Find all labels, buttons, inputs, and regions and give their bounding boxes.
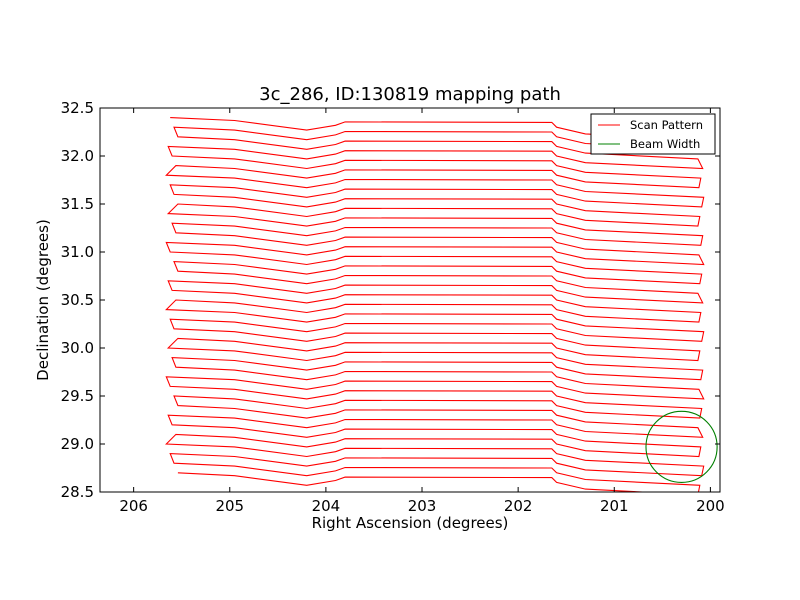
x-tick-label: 205	[215, 497, 244, 515]
scan-pattern-series	[165, 117, 705, 492]
y-axis: 28.5 29.0 29.5 30.0 30.5 31.0 31.5 32.0 32.5	[61, 99, 720, 501]
beam-width-circle	[645, 410, 718, 483]
y-tick-label: 30.5	[61, 291, 94, 309]
plot-frame	[99, 107, 721, 493]
x-tick-label: 203	[408, 497, 437, 515]
x-tick-label: 202	[504, 497, 533, 515]
x-axis-label: Right Ascension (degrees)	[312, 514, 509, 532]
y-tick-label: 29.5	[61, 387, 94, 405]
y-tick-label: 29.0	[61, 435, 94, 453]
x-tick-label: 201	[600, 497, 629, 515]
x-tick-label: 204	[312, 497, 341, 515]
legend-box	[590, 113, 716, 155]
scan-pattern-path	[165, 117, 705, 492]
plot-area	[165, 117, 718, 492]
beam-width-series	[645, 410, 718, 483]
y-axis-label: Declination (degrees)	[34, 219, 52, 381]
legend-label-scan-pattern: Scan Pattern	[630, 118, 703, 132]
chart-title: 3c_286, ID:130819 mapping path	[259, 84, 561, 105]
x-tick-label: 200	[696, 497, 725, 515]
legend-label-beam-width: Beam Width	[630, 137, 700, 151]
y-tick-label: 30.0	[61, 339, 94, 357]
y-tick-label: 32.0	[61, 147, 94, 165]
y-tick-label: 31.0	[61, 243, 94, 261]
y-tick-label: 31.5	[61, 195, 94, 213]
x-tick-label: 206	[119, 497, 148, 515]
y-tick-label: 28.5	[61, 483, 94, 501]
legend: Scan Pattern Beam Width	[590, 113, 716, 155]
x-axis: 206 205 204 203 202 201 200	[119, 108, 725, 515]
y-tick-label: 32.5	[61, 99, 94, 117]
